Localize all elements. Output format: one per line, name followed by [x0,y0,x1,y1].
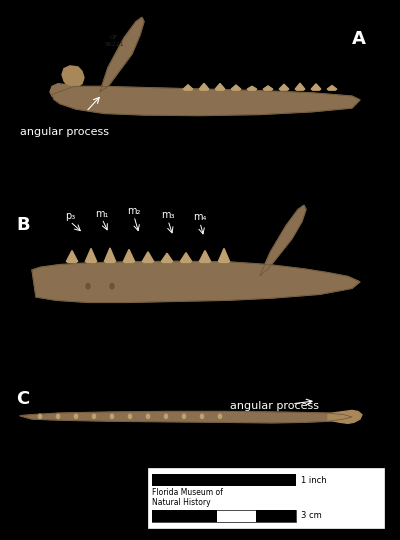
Text: C: C [16,390,29,408]
Polygon shape [142,252,154,262]
Polygon shape [328,410,362,423]
Text: A: A [352,30,366,48]
Polygon shape [180,253,192,262]
Polygon shape [100,17,144,92]
Text: Natural History: Natural History [152,498,211,507]
Polygon shape [311,84,321,90]
Polygon shape [66,251,78,262]
Text: 56221: 56221 [104,42,124,47]
Text: angular process: angular process [230,401,319,411]
Polygon shape [260,205,306,275]
Polygon shape [162,253,173,262]
Circle shape [110,414,114,418]
Polygon shape [50,84,78,100]
Polygon shape [86,248,97,262]
Polygon shape [247,86,257,90]
Bar [152,474,296,486]
Text: angular process: angular process [20,127,109,137]
Bar [152,510,217,522]
Text: B: B [16,216,30,234]
Circle shape [200,414,204,418]
Polygon shape [123,249,135,262]
Polygon shape [218,248,230,262]
Text: 3 cm: 3 cm [301,511,322,520]
Circle shape [164,414,168,418]
Circle shape [92,414,96,418]
Text: 1 inch: 1 inch [301,476,326,484]
Polygon shape [200,251,211,262]
Circle shape [56,414,60,418]
Text: m₄: m₄ [193,212,207,222]
Text: m₂: m₂ [127,206,141,216]
Circle shape [182,414,186,418]
Circle shape [110,284,114,289]
Polygon shape [52,86,360,116]
Polygon shape [199,83,209,90]
Text: m₁: m₁ [95,208,109,219]
Bar [148,468,384,528]
Text: UF: UF [110,35,118,40]
Polygon shape [231,85,241,90]
Circle shape [218,414,222,418]
Polygon shape [327,85,337,90]
Polygon shape [183,85,193,90]
Circle shape [146,414,150,418]
Polygon shape [215,84,225,90]
Polygon shape [104,248,116,262]
Polygon shape [295,83,305,90]
Circle shape [74,414,78,418]
Circle shape [38,414,42,418]
Text: p₃: p₃ [65,211,75,221]
Bar [256,510,296,522]
Circle shape [128,414,132,418]
Polygon shape [279,84,289,90]
Bar [152,510,296,522]
Text: Florida Museum of: Florida Museum of [152,488,223,497]
Circle shape [86,284,90,289]
Polygon shape [62,66,84,87]
Polygon shape [32,261,360,302]
Polygon shape [263,86,273,90]
Text: m₃: m₃ [161,210,175,220]
Polygon shape [20,411,352,423]
